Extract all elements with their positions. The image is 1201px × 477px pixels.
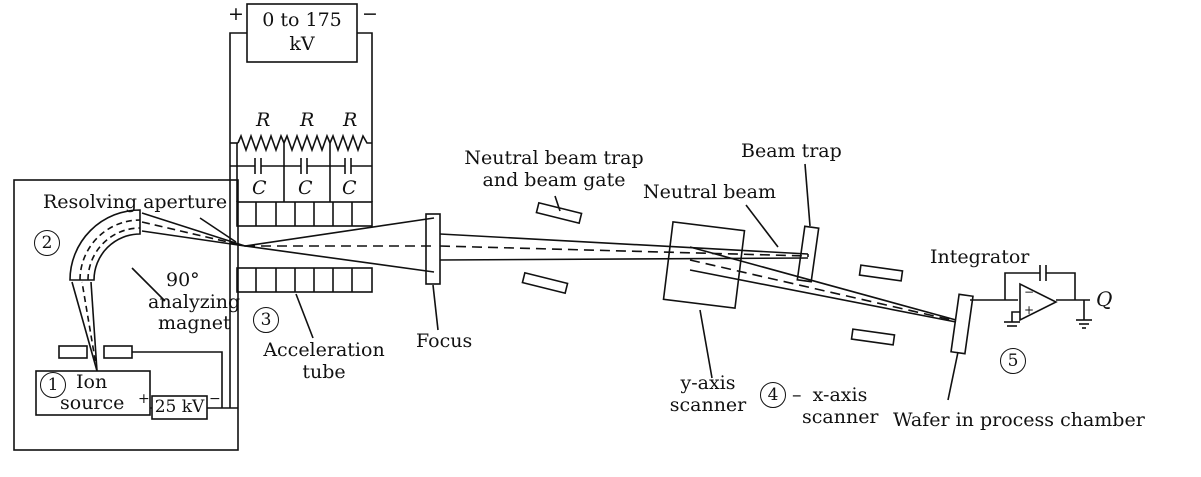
leader-accel xyxy=(295,293,314,339)
leader-magnet xyxy=(131,267,166,302)
leader-neutral-beam xyxy=(745,204,779,248)
focus-lens xyxy=(425,213,441,285)
resistor-label-3: R xyxy=(343,109,358,131)
y-axis-scanner xyxy=(662,221,746,309)
supply-plus: + xyxy=(228,3,244,25)
beam-gate-plate-upper xyxy=(535,201,583,225)
accel-tube-bottom xyxy=(236,267,373,293)
supply-minus: − xyxy=(362,3,378,25)
neutral-beam-label: Neutral beam xyxy=(643,181,777,203)
charge-label: Q xyxy=(1096,287,1113,311)
accel-tube-label-line2: tube xyxy=(302,361,346,383)
wafer-label: Wafer in process chamber xyxy=(893,409,1145,431)
wafer xyxy=(950,293,974,355)
supply-lead-left xyxy=(229,32,247,143)
y-scanner-label-line2: scanner xyxy=(669,394,747,416)
magnet-label-line1: analyzing xyxy=(148,291,241,313)
marker-4: 4 xyxy=(760,382,786,408)
svg-text:+: + xyxy=(1024,303,1034,317)
ion-source-enclosure xyxy=(13,179,239,451)
magnet-angle-label: 90° xyxy=(166,269,200,291)
source-slit-right xyxy=(103,345,133,359)
x-scanner-label-line1: x-axis xyxy=(812,384,868,406)
integrator-label: Integrator xyxy=(930,246,1030,268)
y-scanner-label-line1: y-axis xyxy=(680,372,736,394)
magnet-label-line2: magnet xyxy=(158,312,231,334)
leader-neutral-trap xyxy=(554,195,561,212)
marker-1: 1 xyxy=(40,372,66,398)
marker-5: 5 xyxy=(1000,348,1026,374)
leader-y-scanner xyxy=(699,309,713,379)
supply-voltage: 0 to 175 xyxy=(262,9,342,31)
neutral-trap-label-line1: Neutral beam trap xyxy=(464,147,644,169)
resistor-zigzag-2 xyxy=(283,133,331,153)
marker-2: 2 xyxy=(34,230,60,256)
leader-focus xyxy=(432,284,439,331)
resistor-zigzag-1 xyxy=(237,133,285,153)
neutral-trap-label-line2: and beam gate xyxy=(482,169,626,191)
integrator-opamp xyxy=(1019,282,1058,322)
leader-wafer xyxy=(947,351,959,401)
leader-resolving xyxy=(199,217,237,243)
x-scanner-label-line2: scanner xyxy=(802,406,879,428)
beam-trap xyxy=(796,225,820,283)
svg-text:−: − xyxy=(1024,285,1034,299)
accel-tube-top xyxy=(236,201,373,227)
source-supply-minus: − xyxy=(209,391,221,407)
ion-source-label-line1: Ion xyxy=(76,371,108,393)
marker-3: 3 xyxy=(253,307,279,333)
source-slit-left xyxy=(58,345,88,359)
supply-lead-right xyxy=(357,32,373,143)
source-supply-plus: + xyxy=(138,391,150,407)
focus-label: Focus xyxy=(416,330,473,352)
capacitor-label-1: C xyxy=(252,177,267,199)
resolving-aperture-label: Resolving aperture xyxy=(43,191,228,213)
capacitor-label-2: C xyxy=(298,177,313,199)
resistor-label-2: R xyxy=(300,109,315,131)
resistor-label-1: R xyxy=(256,109,271,131)
beam-gate-plate-lower xyxy=(521,271,569,295)
accel-tube-label-line1: Acceleration xyxy=(263,339,385,361)
scanner-dash: – xyxy=(792,384,802,406)
ion-source-box xyxy=(35,370,151,416)
capacitor-label-3: C xyxy=(342,177,357,199)
x-scanner-plate-upper xyxy=(858,264,904,282)
ion-source-label-line2: source xyxy=(60,392,125,414)
beam-trap-label: Beam trap xyxy=(741,140,842,162)
analyzing-magnet xyxy=(69,209,141,281)
x-scanner-plate-lower xyxy=(850,328,896,346)
leader-beam-trap xyxy=(804,163,811,227)
resistor-zigzag-3 xyxy=(329,133,372,153)
supply-unit: kV xyxy=(289,33,315,55)
source-supply-value: 25 kV xyxy=(154,397,205,417)
